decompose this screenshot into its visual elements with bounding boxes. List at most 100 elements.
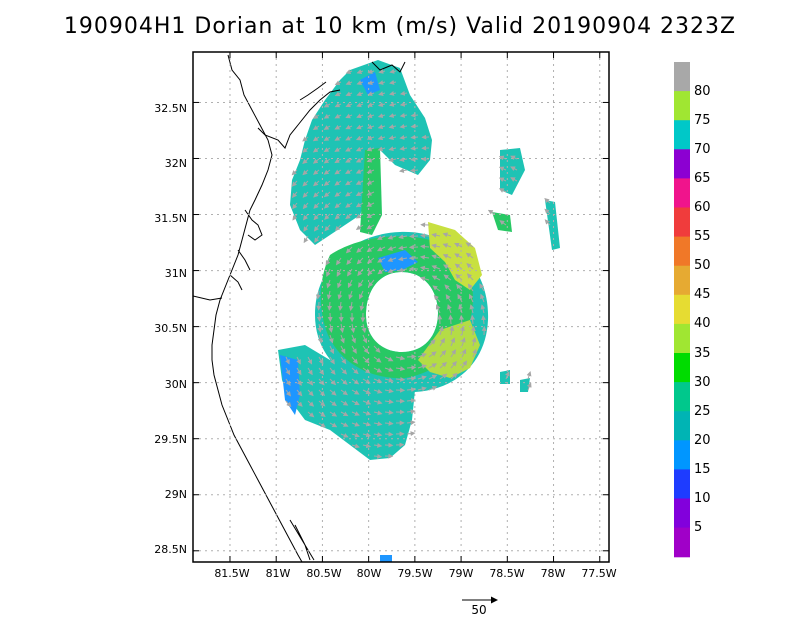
wind-vector	[388, 157, 397, 163]
colorbar-label: 5	[694, 520, 702, 535]
wind-vector	[399, 101, 408, 107]
wind-vector	[399, 123, 408, 129]
wind-vector	[433, 294, 441, 303]
lat-label: 30N	[165, 378, 187, 391]
wind-vector	[302, 202, 309, 210]
wind-vector	[291, 180, 298, 187]
wind-vector	[373, 442, 383, 448]
lon-label: 78.5W	[489, 567, 524, 580]
wind-vector	[345, 169, 353, 174]
wind-vector	[358, 279, 364, 288]
wind-vector	[323, 125, 331, 130]
wind-vector	[345, 113, 353, 119]
wind-vector	[358, 290, 364, 300]
wind-vector	[355, 146, 364, 152]
wind-vector	[329, 378, 337, 386]
wind-vector	[313, 191, 320, 198]
wind-vector	[431, 275, 441, 281]
wind-vector	[450, 337, 456, 347]
wind-vector	[291, 169, 298, 176]
wind-vector	[444, 284, 452, 292]
wind-vector	[373, 421, 383, 427]
lat-label: 32.5N	[154, 102, 187, 115]
wind-vector	[356, 124, 364, 130]
wind-vector	[450, 349, 457, 358]
wind-vector	[355, 202, 364, 208]
wind-speed-shading	[278, 60, 560, 562]
lon-label: 79.5W	[397, 567, 432, 580]
wind-vector	[544, 219, 551, 226]
wind-vector	[334, 158, 342, 164]
wind-vector	[366, 135, 375, 141]
wind-vector	[334, 124, 342, 130]
wind-vector	[340, 411, 349, 417]
wind-vector	[449, 325, 455, 336]
wind-vector	[399, 168, 408, 173]
wind-vector	[471, 337, 477, 347]
wind-vector	[526, 382, 532, 391]
wind-vector	[366, 191, 375, 196]
wind-vector	[312, 158, 320, 164]
wind-vector	[318, 367, 325, 376]
wind-vector	[398, 245, 408, 251]
wind-vector	[461, 360, 468, 369]
wind-vector	[428, 363, 438, 369]
colorbar-swatch	[674, 353, 690, 383]
wind-vector	[323, 191, 331, 198]
wind-vector	[348, 301, 354, 312]
colorbar-swatch	[674, 265, 690, 296]
wind-vector	[345, 135, 353, 141]
wind-vector	[377, 113, 386, 119]
wind-vector	[373, 356, 382, 363]
wind-vector	[351, 389, 360, 395]
wind-vector	[526, 371, 532, 380]
wind-vector	[325, 257, 331, 266]
wind-vector	[384, 377, 394, 383]
wind-vector	[351, 356, 358, 364]
wind-vector	[318, 389, 326, 397]
wind-vector	[337, 279, 342, 289]
reference-vector-label: 50	[471, 603, 486, 617]
lon-label: 81W	[266, 567, 291, 580]
colorbar-swatch	[674, 91, 690, 121]
wind-vector	[307, 378, 314, 386]
wind-vector	[323, 180, 331, 186]
wind-vector	[450, 361, 457, 369]
wind-vector	[312, 136, 320, 142]
wind-vector	[313, 224, 320, 232]
colorbar-label: 50	[694, 258, 711, 273]
lat-lon-grid	[193, 52, 609, 562]
wind-vector	[329, 345, 334, 355]
reference-vector: 50	[462, 596, 498, 617]
colorbar-swatch	[674, 294, 690, 325]
wind-vector	[377, 146, 386, 152]
wind-vector	[439, 373, 448, 380]
wind-vector	[387, 257, 397, 262]
longitude-labels: 81.5W 81W 80.5W 80W 79.5W 79W 78.5W 78W …	[214, 567, 616, 580]
wind-vector	[419, 254, 430, 260]
wind-vector	[395, 376, 406, 382]
wind-vector	[355, 157, 364, 163]
colorbar-label: 10	[694, 491, 711, 506]
colorbar-swatch	[674, 236, 690, 267]
coastline	[193, 54, 406, 562]
wind-vector	[447, 304, 452, 314]
wind-vector	[326, 290, 332, 300]
wind-vector	[351, 400, 360, 406]
wind-vector	[318, 356, 324, 365]
wind-vector	[339, 323, 345, 333]
wind-vector	[318, 411, 326, 417]
lon-label: 80.5W	[306, 567, 341, 580]
wind-vector	[366, 224, 375, 230]
wind-vector	[355, 180, 364, 185]
wind-vector	[334, 136, 342, 141]
wind-vector	[384, 367, 394, 372]
wind-vector	[340, 367, 348, 375]
wind-vector	[362, 367, 371, 374]
wind-vector	[351, 421, 360, 427]
lat-label: 30.5N	[154, 322, 187, 335]
wind-vector	[359, 301, 365, 312]
wind-vector	[406, 365, 417, 371]
wind-vector	[399, 145, 408, 151]
